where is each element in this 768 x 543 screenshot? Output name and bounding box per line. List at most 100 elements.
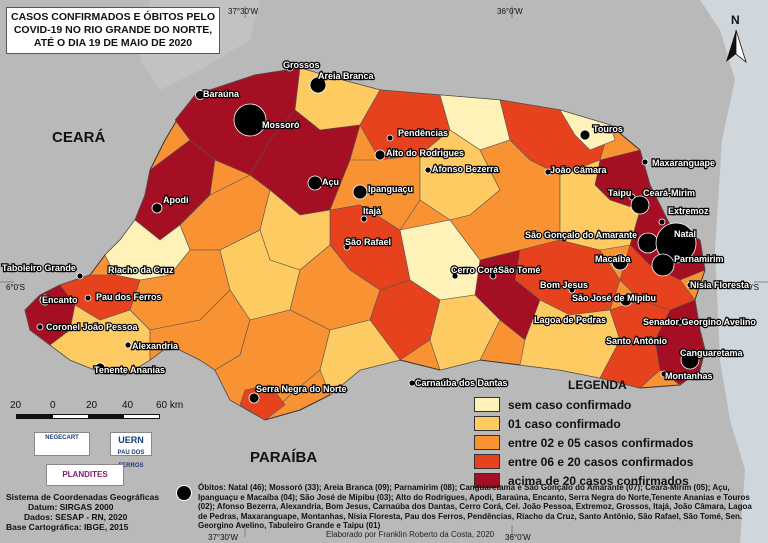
circle-sen-georgino bbox=[676, 318, 684, 326]
place-label: São José de Mipibu bbox=[572, 293, 656, 303]
state-label-paraiba: PARAÍBA bbox=[250, 449, 317, 466]
scale-tick: 0 bbox=[50, 400, 56, 411]
legend-item: acima de 20 casos confirmados bbox=[474, 471, 736, 490]
place-labels: Grossos Areia Branca Baraúna Mossoró Pen… bbox=[1, 59, 758, 395]
place-label: Cerro Corá bbox=[451, 265, 499, 275]
place-label: Afonso Bezerra bbox=[432, 164, 500, 174]
sys-line: Sistema de Coordenadas Geográficas bbox=[6, 492, 160, 502]
legend-label: acima de 20 casos confirmados bbox=[508, 473, 689, 488]
circle-maxaranguape bbox=[641, 158, 649, 166]
place-label: Taboleiro Grande bbox=[2, 263, 76, 273]
circle-taboleiro-grande bbox=[76, 272, 84, 280]
legend-label: entre 06 e 20 casos confirmados bbox=[508, 454, 694, 469]
plandites-logo: PLANDITES bbox=[46, 464, 124, 486]
circle-pendencias bbox=[386, 134, 394, 142]
place-label: Parnamirim bbox=[674, 254, 724, 264]
legend-item: sem caso confirmado bbox=[474, 395, 736, 414]
place-label: João Câmara bbox=[550, 165, 608, 175]
place-label: Açu bbox=[322, 177, 339, 187]
graticule bbox=[0, 6, 768, 537]
circle-tenente-ananias bbox=[94, 362, 106, 374]
legend-label: 01 caso confirmado bbox=[508, 416, 621, 431]
circle-canguaretama bbox=[680, 350, 700, 370]
circle-cerro-cora bbox=[451, 272, 459, 280]
place-label: Grossos bbox=[283, 60, 320, 70]
place-label: Baraúna bbox=[203, 89, 240, 99]
place-label: Taipu bbox=[608, 188, 631, 198]
circle-apodi bbox=[151, 202, 163, 214]
place-label: Touros bbox=[593, 124, 623, 134]
legend-item: entre 02 e 05 casos confirmados bbox=[474, 433, 736, 452]
north-label: N bbox=[731, 13, 740, 27]
coord-right-lat: 6°0'S bbox=[740, 283, 759, 292]
legend-swatch bbox=[474, 435, 500, 450]
scale-tick: 20 bbox=[10, 400, 22, 411]
circle-santo-antonio bbox=[620, 338, 628, 346]
place-label: Maxaranguape bbox=[652, 158, 715, 168]
circle-alto-rodrigues bbox=[374, 149, 386, 161]
north-arrow-icon: N bbox=[726, 13, 747, 64]
municipality-patches bbox=[24, 67, 706, 421]
scale-tick: 20 bbox=[86, 400, 98, 411]
place-label: Serra Negra do Norte bbox=[256, 384, 347, 394]
credit: Elaborado por Franklin Roberto da Costa,… bbox=[326, 530, 495, 539]
circle-mossoro bbox=[233, 103, 267, 137]
circle-ceara-mirim bbox=[630, 195, 650, 215]
coord-left-lat: 6°0'S bbox=[6, 283, 25, 292]
circle-serra-negra bbox=[248, 392, 260, 404]
place-label: Lagoa de Pedras bbox=[534, 315, 606, 325]
place-label: Carnaúba dos Dantas bbox=[415, 378, 508, 388]
circle-alexandria bbox=[124, 341, 132, 349]
place-label: Senador Georgino Avelino bbox=[643, 317, 756, 327]
place-label: Montanhas bbox=[665, 371, 713, 381]
legend-swatch bbox=[474, 397, 500, 412]
circle-macaiba bbox=[611, 253, 629, 271]
state-label-ceara: CEARÁ bbox=[52, 129, 106, 146]
circle-ipanguacu bbox=[352, 184, 368, 200]
scale-tick: 40 bbox=[122, 400, 134, 411]
place-label: Extremoz bbox=[668, 206, 709, 216]
circle-lagoa-de-pedras bbox=[576, 316, 584, 324]
scale-bar: 20 0 20 40 60 km bbox=[6, 400, 186, 428]
legend-item: 01 caso confirmado bbox=[474, 414, 736, 433]
place-label: Macaíba bbox=[595, 254, 632, 264]
circle-pau-dos-ferros bbox=[84, 294, 92, 302]
place-label: Santo Antônio bbox=[606, 336, 668, 346]
circle-joao-camara bbox=[544, 168, 552, 176]
coord-top-right: 36°0'W bbox=[497, 7, 523, 16]
death-circle-icon bbox=[176, 485, 192, 501]
scale-tick: 60 km bbox=[156, 400, 184, 411]
circle-touros bbox=[579, 129, 591, 141]
circle-sao-goncalo bbox=[637, 232, 659, 254]
map-title: CASOS CONFIRMADOS E ÓBITOS PELO COVID-19… bbox=[6, 7, 220, 54]
negecart-logo: NEGECART bbox=[34, 432, 90, 456]
place-label: Tenente Ananias bbox=[94, 365, 165, 375]
obitos-circles bbox=[36, 64, 700, 404]
place-label: São Gonçalo do Amarante bbox=[525, 230, 637, 240]
circle-sao-tome bbox=[489, 272, 497, 280]
place-label: Areia Branca bbox=[318, 71, 375, 81]
place-label: Encanto bbox=[42, 295, 78, 305]
obitos-text: Óbitos: Natal (46); Mossoró (33); Areia … bbox=[198, 483, 752, 530]
place-label: Apodi bbox=[163, 195, 189, 205]
circle-afonso-bezerra bbox=[424, 166, 432, 174]
coord-top-left: 37°30'W bbox=[228, 7, 259, 16]
coord-bottom-left: 37°30'W bbox=[208, 533, 239, 542]
sys-line: Datum: SIRGAS 2000 bbox=[28, 502, 114, 512]
place-label: Alexandria bbox=[132, 341, 179, 351]
legend-label: entre 02 e 05 casos confirmados bbox=[508, 435, 694, 450]
circle-bom-jesus bbox=[568, 286, 576, 294]
legend-item: entre 06 e 20 casos confirmados bbox=[474, 452, 736, 471]
circle-cel-joao-pessoa bbox=[36, 323, 44, 331]
sys-line: Base Cartográfica: IBGE, 2015 bbox=[6, 522, 129, 532]
circle-grossos bbox=[286, 64, 294, 72]
legend-title: LEGENDA bbox=[568, 378, 627, 392]
circle-itaja bbox=[360, 215, 368, 223]
circle-extremoz bbox=[658, 218, 666, 226]
place-label: São Rafael bbox=[345, 237, 391, 247]
legend-label: sem caso confirmado bbox=[508, 397, 632, 412]
legend-swatch bbox=[474, 454, 500, 469]
place-label: Pau dos Ferros bbox=[96, 292, 162, 302]
place-label: Alto do Rodrigues bbox=[386, 148, 464, 158]
